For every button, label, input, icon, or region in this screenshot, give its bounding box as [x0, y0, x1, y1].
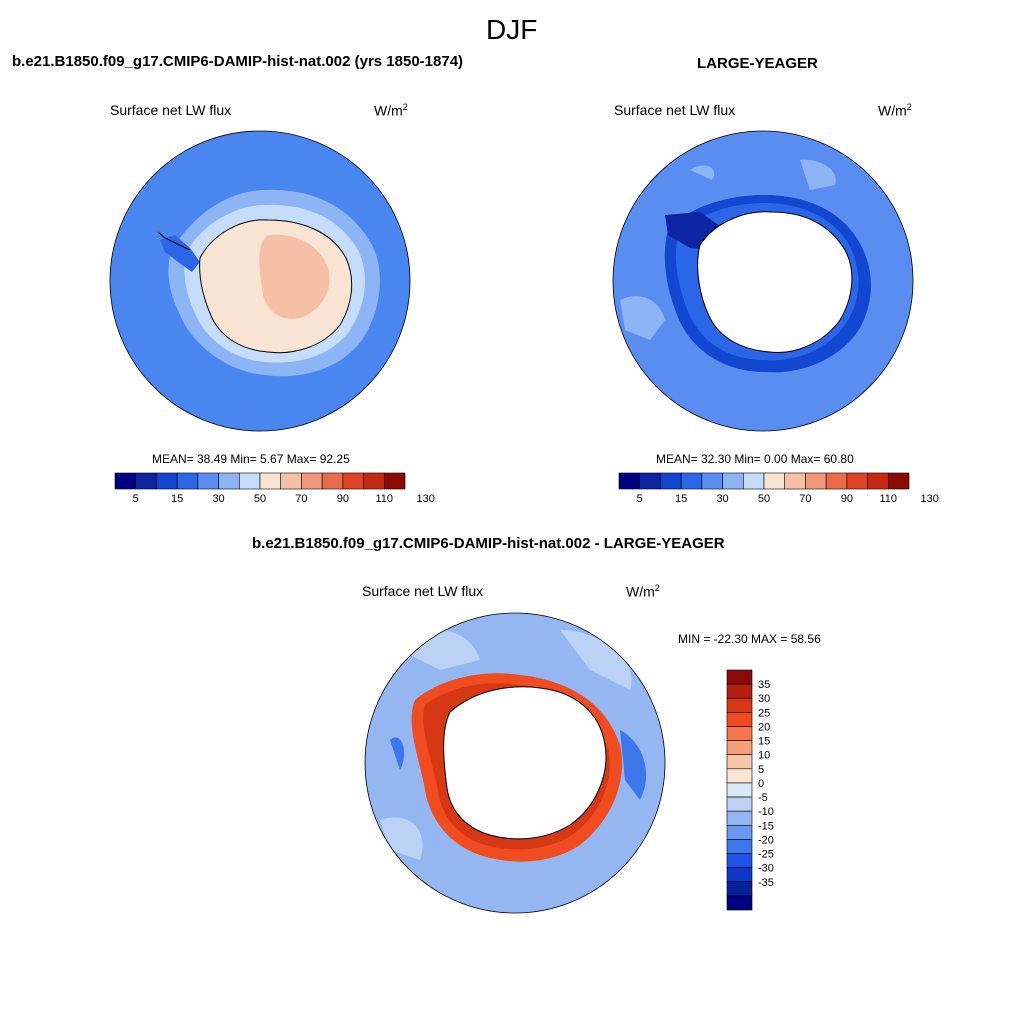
- page-title: DJF: [486, 14, 538, 45]
- colorbar-diff-swatch: [726, 881, 753, 897]
- panel-obs-variable-label: Surface net LW flux: [614, 102, 736, 118]
- panel-obs-title: LARGE-YEAGER: [697, 55, 818, 72]
- colorbar-diff-tick-label: -25: [758, 849, 774, 861]
- map-obs-light-patches: [620, 159, 836, 340]
- colorbar-obs-tick-label: 110: [880, 493, 898, 505]
- panel-diff-stats: MIN = -22.30 MAX = 58.56: [678, 632, 821, 646]
- colorbar-diff-swatch: [726, 712, 753, 727]
- colorbar-diff-swatch: [726, 740, 753, 756]
- colorbar-diff-swatch: [726, 697, 753, 713]
- panel-case-stats: MEAN= 38.49 Min= 5.67 Max= 92.25: [152, 452, 350, 466]
- panel-diff-title: b.e21.B1850.f09_g17.CMIP6-DAMIP-hist-nat…: [252, 535, 725, 552]
- colorbar-diff-tick-label: -35: [758, 877, 774, 889]
- colorbar-diff-swatch: [726, 867, 753, 883]
- colorbar-obs-tick-label: 90: [841, 493, 853, 505]
- colorbar-diff-swatch: [726, 810, 753, 826]
- colorbar-case-swatch: [383, 472, 406, 490]
- colorbar-diff-swatch: [726, 895, 753, 911]
- colorbar-diff-tick-label: 35: [758, 679, 770, 691]
- panel-case-unit-label: W/m2: [374, 102, 408, 119]
- panel-case-title: b.e21.B1850.f09_g17.CMIP6-DAMIP-hist-nat…: [12, 53, 464, 70]
- colorbar-case-tick-label: 5: [133, 493, 139, 505]
- colorbar-diff-tick-label: 25: [758, 707, 770, 719]
- panel-diff-unit-label: W/m2: [626, 583, 660, 600]
- colorbar-diff-swatch: [726, 754, 753, 770]
- colorbar-diff-tick-label: -15: [758, 820, 774, 832]
- map-obs-continent-blank: [697, 211, 852, 353]
- colorbar-case-tick-label: 15: [171, 493, 183, 505]
- colorbar-diff-tick-label: 30: [758, 693, 770, 705]
- map-case-plateau-high: [259, 234, 330, 319]
- colorbar-diff-swatch: [726, 683, 753, 699]
- colorbar-obs-swatch: [887, 472, 910, 490]
- colorbar-obs-tick-label: 70: [799, 493, 811, 505]
- colorbar-diff-tick-label: 20: [758, 721, 770, 733]
- panel-case-variable-label: Surface net LW flux: [110, 102, 232, 118]
- map-case-coastline: [157, 219, 353, 354]
- colorbar-diff-swatch: [726, 853, 753, 868]
- colorbar-diff-tick-label: -30: [758, 863, 774, 875]
- colorbar-obs-tick-label: 130: [921, 493, 939, 505]
- map-obs-border: [612, 130, 914, 432]
- colorbar-case-tick-label: 70: [295, 493, 307, 505]
- colorbar-diff-tick-label: -20: [758, 834, 774, 846]
- colorbar-diff-tick-label: 0: [758, 778, 764, 790]
- colorbar-case-tick-label: 90: [337, 493, 349, 505]
- map-diff-continent-blank: [443, 686, 606, 839]
- colorbar-obs-tick-label: 30: [716, 493, 728, 505]
- map-case-border: [109, 130, 411, 432]
- panel-obs-unit-label: W/m2: [878, 102, 912, 119]
- colorbar-obs-tick-label: 5: [637, 493, 643, 505]
- colorbar-diff-tick-label: 10: [758, 750, 770, 762]
- colorbar-case-tick-label: 50: [254, 493, 266, 505]
- colorbar-diff-swatch: [726, 669, 753, 685]
- colorbar-diff-swatch: [726, 839, 753, 854]
- colorbar-obs-tick-label: 15: [675, 493, 687, 505]
- colorbar-diff-tick-label: -5: [758, 792, 768, 804]
- colorbar-diff-swatch: [726, 796, 753, 812]
- map-case-peninsula: [160, 235, 200, 272]
- colorbar-diff-swatch: [726, 824, 753, 840]
- colorbar-diff-swatch: [726, 726, 753, 741]
- colorbar-diff-tick-label: 5: [758, 764, 764, 776]
- colorbar-case-tick-label: 110: [376, 493, 394, 505]
- colorbar-diff-tick-label: -10: [758, 806, 774, 818]
- colorbar-diff-swatch: [726, 782, 753, 798]
- panel-diff-variable-label: Surface net LW flux: [362, 583, 484, 599]
- colorbar-case-tick-label: 130: [417, 493, 435, 505]
- colorbar-diff-tick-label: 15: [758, 736, 770, 748]
- colorbar-obs-tick-label: 50: [758, 493, 770, 505]
- colorbar-diff-swatch: [726, 768, 753, 784]
- map-diff-coastline: [443, 686, 607, 840]
- map-obs-coastline: [697, 211, 853, 354]
- panel-obs-stats: MEAN= 32.30 Min= 0.00 Max= 60.80: [656, 452, 854, 466]
- colorbar-case-tick-label: 30: [212, 493, 224, 505]
- map-diff-border: [364, 612, 666, 914]
